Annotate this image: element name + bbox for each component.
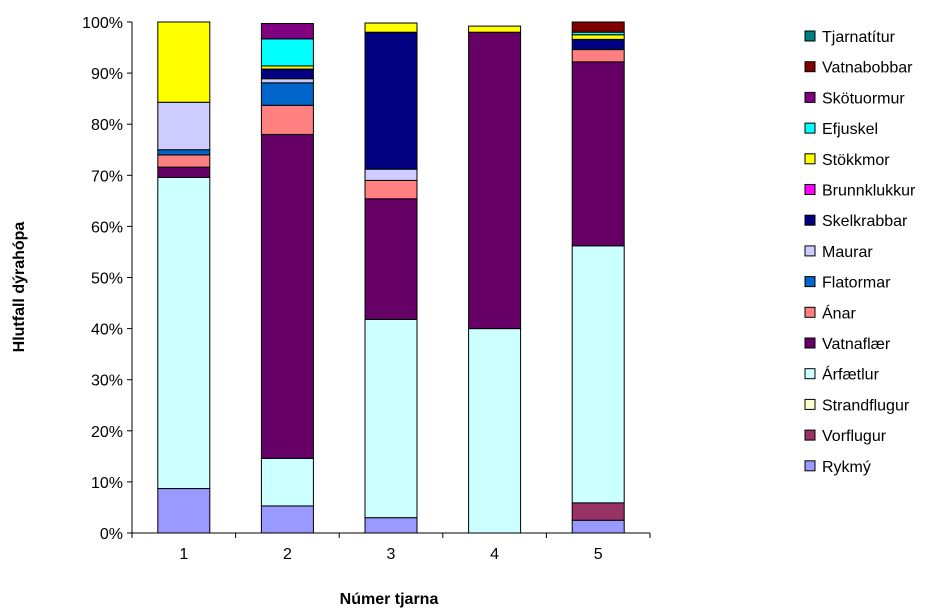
legend-label: Ánar (822, 303, 856, 322)
bar-segment (571, 38, 625, 51)
legend-swatch (804, 306, 816, 318)
bar-segment (260, 82, 314, 106)
bar-segment (260, 68, 314, 80)
legend-swatch (804, 337, 816, 349)
bar-segment (571, 34, 625, 40)
legend-label: Maurar (822, 244, 873, 261)
legend-swatch (804, 91, 816, 103)
bar-segment (571, 519, 625, 534)
legend-swatch (804, 61, 816, 73)
x-tick-label: 2 (283, 546, 292, 563)
legend: Tjarnatítur Vatnabobbar Skötuormur Efjuskel… (804, 29, 916, 476)
bar-segment (364, 179, 418, 200)
bar-segment (260, 104, 314, 135)
bar-segment (364, 517, 418, 534)
legend-swatch (804, 153, 816, 165)
y-tick-label: 80% (91, 117, 123, 134)
bar-segment (157, 154, 211, 168)
y-tick-label: 20% (91, 424, 123, 441)
bar-segment (468, 328, 522, 534)
bar-segment (364, 318, 418, 519)
bar-segment (364, 168, 418, 181)
x-tick-label: 3 (387, 546, 396, 563)
legend-label: Tjarnatítur (822, 29, 896, 46)
legend-swatch (804, 398, 816, 410)
legend-label: Brunnklukkur (822, 183, 916, 200)
legend-swatch (804, 122, 816, 134)
bar-segment (571, 245, 625, 504)
legend-swatch (804, 30, 816, 42)
legend-label: Skelkrabbar (822, 213, 908, 230)
bar-segment (157, 21, 211, 103)
legend-label: Strandflugur (822, 397, 910, 414)
legend-label: Árfætlur (822, 365, 880, 384)
x-tick-label: 1 (179, 546, 188, 563)
y-tick-label: 30% (91, 373, 123, 390)
legend-swatch (804, 245, 816, 257)
x-axis-title: Númer tjarna (340, 591, 439, 608)
x-tick-label: 5 (594, 546, 603, 563)
legend-swatch (804, 214, 816, 226)
bar-segment (260, 78, 314, 84)
bars-layer (157, 21, 625, 534)
bar-segment (260, 505, 314, 534)
bar-segment (157, 176, 211, 490)
y-tick-label: 100% (82, 15, 123, 32)
bar-segment (468, 31, 522, 330)
bar-segment (260, 457, 314, 507)
bar-segment (364, 198, 418, 320)
legend-swatch (804, 460, 816, 472)
y-tick-label: 40% (91, 322, 123, 339)
bar-segment (157, 149, 211, 156)
bar-segment (260, 38, 314, 67)
y-tick-label: 10% (91, 475, 123, 492)
x-tick-label: 4 (490, 546, 499, 563)
legend-swatch (804, 184, 816, 195)
bar-segment (260, 133, 314, 459)
legend-label: Vatnabobbar (822, 60, 913, 77)
legend-label: Efjuskel (822, 121, 878, 138)
y-axis-title: Hlutfall dýrahópa (11, 222, 28, 353)
bar-segment (157, 488, 211, 534)
bar-segment (364, 31, 418, 170)
bar-segment (571, 61, 625, 247)
legend-label: Flatormar (822, 275, 891, 292)
bar-segment (157, 166, 211, 178)
y-tick-label: 60% (91, 219, 123, 236)
bar-segment (468, 25, 522, 33)
legend-label: Vatnaflær (822, 336, 891, 353)
bar-segment (364, 22, 418, 33)
bar-segment (571, 49, 625, 63)
y-tick-label: 0% (100, 526, 123, 543)
legend-swatch (804, 276, 816, 288)
legend-label: Stökkmor (822, 152, 890, 169)
bar-segment (571, 21, 625, 33)
y-tick-label: 90% (91, 66, 123, 83)
legend-label: Vorflugur (822, 428, 887, 445)
bar-segment (157, 101, 211, 151)
bar-segment (260, 23, 314, 40)
legend-label: Rykmý (822, 459, 871, 476)
legend-swatch (804, 429, 816, 441)
legend-swatch (804, 368, 816, 380)
y-tick-label: 50% (91, 271, 123, 288)
bar-segment (571, 502, 625, 521)
legend-label: Skötuormur (822, 90, 905, 107)
axes-layer: 0% 10% 20% 30% 40% 50% 60% 70% 80% 90% 100% 1 2 3 4 5 (82, 15, 651, 563)
y-tick-label: 70% (91, 168, 123, 185)
